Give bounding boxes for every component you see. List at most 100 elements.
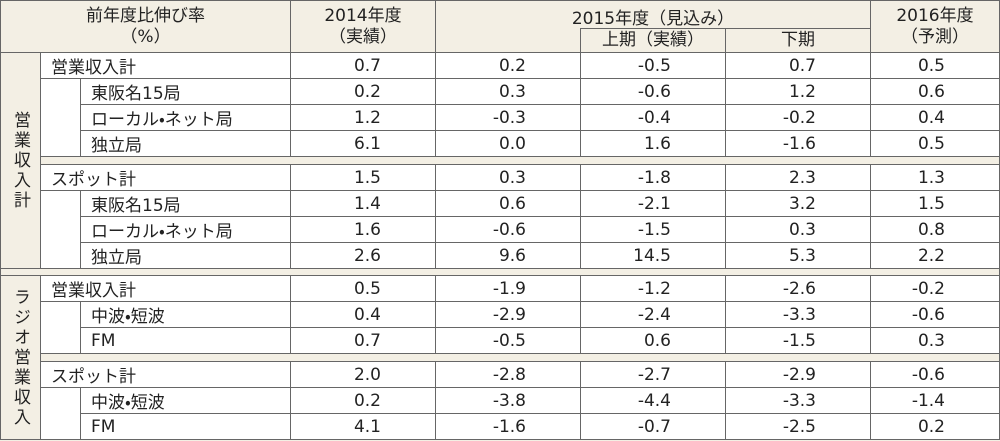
cell-text: 0.7 bbox=[353, 330, 381, 351]
value-cell: -0.2 bbox=[725, 104, 871, 131]
cell-text: -0.6 bbox=[911, 304, 945, 325]
cell-text: 1.6 bbox=[643, 133, 671, 154]
value-cell: -1.2 bbox=[580, 275, 726, 302]
cell-text: 0.3 bbox=[917, 330, 945, 351]
cell-text: -1.4 bbox=[911, 390, 945, 411]
cell-text: -2.4 bbox=[637, 304, 671, 325]
cell-text: 1.3 bbox=[917, 167, 945, 188]
cell-text: 0.5 bbox=[353, 278, 381, 299]
cell-text: 5.3 bbox=[788, 245, 816, 266]
value-cell: -0.5 bbox=[435, 327, 581, 354]
value-cell: 0.2 bbox=[290, 387, 436, 414]
cell-text: -0.2 bbox=[911, 278, 945, 299]
row-label: 営業収入計 bbox=[40, 52, 291, 79]
value-cell: -0.4 bbox=[580, 104, 726, 131]
cell-text: 2016年度 bbox=[896, 5, 974, 26]
value-cell: 0.7 bbox=[290, 52, 436, 79]
cell-text: 中波・短波 bbox=[91, 307, 165, 327]
cell-text: 0.4 bbox=[917, 107, 945, 128]
cell-text: -0.3 bbox=[492, 107, 526, 128]
value-cell: 0.3 bbox=[870, 327, 1000, 354]
cell-text: -3.3 bbox=[782, 304, 816, 325]
cell-text: 4.1 bbox=[353, 416, 381, 437]
cell-text: -1.9 bbox=[492, 278, 526, 299]
cell-text: -0.6 bbox=[637, 81, 671, 102]
section-label: 営業収入計 bbox=[0, 52, 41, 269]
cell-text: ローカル・ネット局 bbox=[91, 110, 233, 130]
value-cell: -1.9 bbox=[435, 275, 581, 302]
cell-text: -3.3 bbox=[782, 390, 816, 411]
value-cell: -2.9 bbox=[725, 361, 871, 388]
cell-text: -4.4 bbox=[637, 390, 671, 411]
value-cell: 0.3 bbox=[435, 78, 581, 105]
value-cell: 3.2 bbox=[725, 190, 871, 217]
cell-text: スポット計 bbox=[51, 367, 136, 387]
indent-cell bbox=[40, 190, 81, 269]
cell-text: -2.5 bbox=[782, 416, 816, 437]
cell-text: 14.5 bbox=[633, 245, 671, 266]
cell-text: 9.6 bbox=[498, 245, 526, 266]
indent-cell bbox=[40, 78, 81, 157]
cell-text: 1.6 bbox=[353, 219, 381, 240]
value-cell: -1.5 bbox=[725, 327, 871, 354]
cell-text: -0.6 bbox=[492, 219, 526, 240]
cell-text: FM bbox=[91, 330, 116, 351]
value-cell: -2.4 bbox=[580, 301, 726, 328]
value-cell: -2.8 bbox=[435, 361, 581, 388]
cell-text: 2014年度 bbox=[324, 5, 402, 26]
value-cell: 0.7 bbox=[290, 327, 436, 354]
header-cell: 2016年度 （予測） bbox=[870, 0, 1000, 53]
value-cell: 0.5 bbox=[870, 130, 1000, 157]
value-cell: -1.4 bbox=[870, 387, 1000, 414]
cell-text: （実績） bbox=[329, 26, 397, 47]
cell-text: -2.1 bbox=[637, 193, 671, 214]
cell-text: 前年度比伸び率 bbox=[86, 5, 205, 26]
cell-text: 東阪名15局 bbox=[91, 84, 181, 104]
section-label: ラジオ営業収入 bbox=[0, 275, 41, 440]
cell-text: -2.7 bbox=[637, 364, 671, 385]
value-cell: 1.3 bbox=[870, 164, 1000, 191]
cell-text: 0.3 bbox=[498, 81, 526, 102]
cell-text: 2.2 bbox=[917, 245, 945, 266]
cell-text: -1.2 bbox=[637, 278, 671, 299]
cell-text: 独立局 bbox=[91, 248, 142, 268]
cell-text: -0.7 bbox=[637, 416, 671, 437]
value-cell: -3.3 bbox=[725, 301, 871, 328]
value-cell: 0.2 bbox=[290, 78, 436, 105]
value-cell: 0.5 bbox=[290, 275, 436, 302]
value-cell: 1.5 bbox=[290, 164, 436, 191]
cell-text: 1.5 bbox=[353, 167, 381, 188]
cell-text: -1.5 bbox=[637, 219, 671, 240]
row-label: ローカル・ネット局 bbox=[80, 216, 291, 243]
cell-text: -0.5 bbox=[637, 55, 671, 76]
value-cell: 0.8 bbox=[870, 216, 1000, 243]
value-cell: -1.6 bbox=[725, 130, 871, 157]
cell-text: -0.6 bbox=[911, 364, 945, 385]
cell-text: 6.1 bbox=[353, 133, 381, 154]
row-label: スポット計 bbox=[40, 361, 291, 388]
cell-text: 1.5 bbox=[917, 193, 945, 214]
header-cell: 2014年度 （実績） bbox=[290, 0, 436, 53]
value-cell: 0.5 bbox=[870, 52, 1000, 79]
cell-text: 3.2 bbox=[788, 193, 816, 214]
row-label: 中波・短波 bbox=[80, 387, 291, 414]
value-cell: 6.1 bbox=[290, 130, 436, 157]
cell-text: -3.8 bbox=[492, 390, 526, 411]
row-label: 東阪名15局 bbox=[80, 190, 291, 217]
cell-text: 営業収入計 bbox=[10, 110, 30, 211]
row-label: 営業収入計 bbox=[40, 275, 291, 302]
row-label: 中波・短波 bbox=[80, 301, 291, 328]
cell-text: 1.2 bbox=[353, 107, 381, 128]
value-cell: 0.2 bbox=[435, 52, 581, 79]
value-cell: 0.6 bbox=[435, 190, 581, 217]
value-cell: 2.6 bbox=[290, 242, 436, 269]
value-cell: -0.5 bbox=[580, 52, 726, 79]
cell-text: 0.2 bbox=[353, 390, 381, 411]
cell-text: 営業収入計 bbox=[51, 58, 136, 78]
cell-text: -1.5 bbox=[782, 330, 816, 351]
value-cell: 0.3 bbox=[725, 216, 871, 243]
cell-text: -0.5 bbox=[492, 330, 526, 351]
row-label: ローカル・ネット局 bbox=[80, 104, 291, 131]
cell-text: 0.6 bbox=[917, 81, 945, 102]
value-cell: 2.3 bbox=[725, 164, 871, 191]
